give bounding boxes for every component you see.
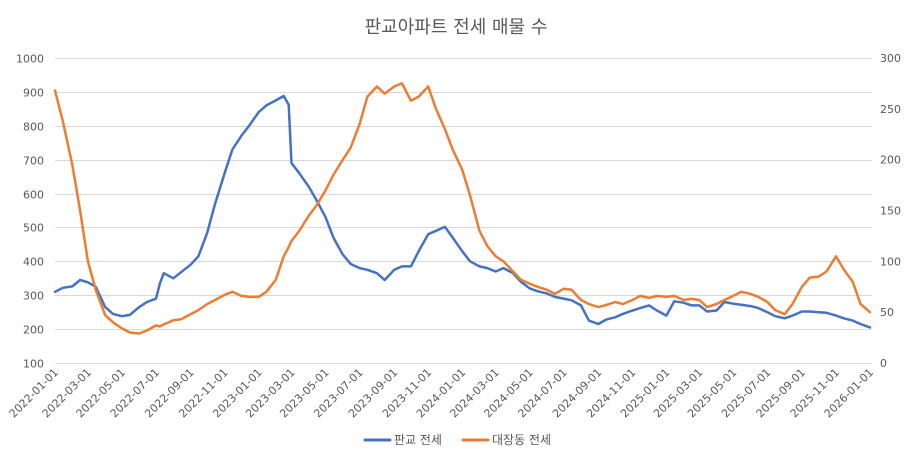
y-right-tick-label: 50	[880, 306, 894, 319]
gridlines	[55, 58, 872, 364]
y-left-tick-label: 800	[23, 121, 44, 134]
y-axis-right: 0 50 100 150 200 250 300	[880, 52, 901, 370]
chart-title: 판교아파트 전세 매물 수	[365, 17, 548, 38]
y-right-tick-label: 250	[880, 103, 901, 116]
y-right-tick-label: 200	[880, 154, 901, 167]
y-left-tick-label: 100	[23, 358, 44, 371]
legend-label-daejang: 대장동 전세	[492, 433, 551, 447]
plot-series	[53, 82, 872, 335]
y-axis-left: 100 200 300 400 500 600 700 800 900 1000	[16, 53, 44, 371]
y-right-tick-label: 0	[880, 357, 887, 370]
legend-label-pangyo: 판교 전세	[394, 433, 442, 447]
y-right-tick-label: 100	[880, 255, 901, 268]
legend: 판교 전세 대장동 전세	[363, 433, 551, 447]
y-left-tick-label: 400	[23, 256, 44, 269]
y-left-tick-label: 300	[23, 290, 44, 303]
y-left-tick-label: 600	[23, 189, 44, 202]
y-left-tick-label: 500	[23, 222, 44, 235]
y-left-tick-label: 1000	[16, 53, 44, 66]
y-right-tick-label: 150	[880, 205, 901, 218]
y-left-tick-label: 200	[23, 324, 44, 337]
legend-item-pangyo: 판교 전세	[363, 433, 442, 447]
y-right-tick-label: 300	[880, 52, 901, 65]
legend-item-daejang: 대장동 전세	[461, 433, 551, 447]
series-line-daejang	[53, 82, 872, 335]
y-left-tick-label: 700	[23, 155, 44, 168]
series-line-pangyo	[53, 94, 872, 329]
y-left-tick-label: 900	[23, 87, 44, 100]
